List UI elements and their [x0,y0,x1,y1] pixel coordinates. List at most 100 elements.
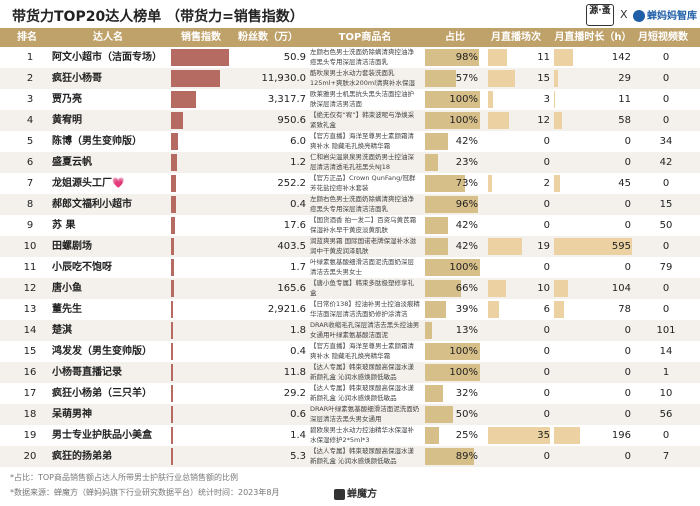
share-label: 100% [449,94,478,105]
live-hours-value: 0 [624,346,631,357]
creator-name: 田螺剧场 [52,241,92,252]
live-sessions-value: 0 [543,262,550,273]
live-sessions-value: 3 [543,94,550,105]
header-sales-index: 销售指数 [181,32,221,43]
live-hours-value: 142 [611,52,631,63]
creator-name: 盛夏云帆 [52,157,92,168]
share-bar [425,343,480,360]
share-label: 50% [455,409,478,420]
top-product-name: 【绝无仅有“宥”】韩束波呢与净焕采紧致礼盒 [310,111,415,129]
rank-cell: 17 [23,388,37,399]
rank-cell: 9 [26,220,34,231]
footnote-share: *占比：TOP商品销售额占达人所带男士护肤行业总销售额的比例 [10,473,239,482]
fans-cell: 6.0 [290,136,306,147]
live-hours-bar [554,112,562,129]
rank-cell: 1 [26,52,34,63]
fans-cell: 11,930.0 [261,73,306,84]
creator-name: 小杨哥直播记录 [52,367,122,378]
fans-cell: 1.7 [290,262,306,273]
share-bar [425,364,480,381]
fans-cell: 2,921.6 [267,304,306,315]
videos-value: 0 [662,94,670,105]
live-hours-value: 0 [624,325,631,336]
share-bar [425,385,443,402]
creator-name: 龙姐源头工厂💗 [52,178,125,189]
videos-value: 0 [662,283,670,294]
share-bar [425,238,449,255]
chanmama-logo: 蝉妈妈智库 [633,7,697,22]
live-sessions-value: 12 [537,115,550,126]
share-bar [425,133,449,150]
table-row: 8 郝郎文福利小超市 0.4 左颜右色男士洗面奶除螨清爽控油净痘黑头专用深层清洁洁面乳… [0,194,700,215]
creator-name: 董先生 [52,304,82,315]
live-sessions-value: 6 [543,304,550,315]
videos-value: 0 [662,115,670,126]
live-sessions-value: 0 [543,325,550,336]
live-sessions-value: 0 [543,451,550,462]
sales-index-bar [171,154,177,171]
live-hours-value: 0 [624,409,631,420]
live-hours-bar [554,427,580,444]
live-hours-value: 0 [624,388,631,399]
share-label: 42% [455,241,478,252]
share-label: 39% [455,304,478,315]
sales-index-bar [171,196,176,213]
fans-cell: 11.8 [283,367,306,378]
live-sessions-bar [488,301,499,318]
share-label: 100% [449,262,478,273]
fans-cell: 50.9 [283,52,306,63]
table-row: 20 疯狂的扬弟弟 5.3 【达人专属】韩束玻尿酸高保湿水漾新颜礼盒 沁润水感焕颜低敏… [0,446,700,467]
fans-cell: 252.2 [277,178,306,189]
table-row: 5 陈博（男生变帅版） 6.0 【官方直播】海洋至尊男士素颜霜清爽补水 隐藏毛孔焕亮精… [0,131,700,152]
live-sessions-value: 10 [537,283,550,294]
videos-value: 101 [656,325,676,336]
sales-index-bar [171,217,176,234]
top-product-name: 【达人专属】韩束玻尿酸高保湿水漾新颜礼盒 沁润水感焕颜低敏品 [310,363,414,381]
sales-index-bar [171,448,173,465]
fans-cell: 1.2 [290,157,306,168]
table-row: 18 呆萌男神 0.6 DRAR叶绿素氨基酸细滑洁面泥洗面奶深层清洁去黑头男女通用 50… [0,404,700,425]
live-hours-value: 0 [624,157,631,168]
share-label: 100% [449,346,478,357]
share-bar [425,301,447,318]
live-sessions-bar [488,280,506,297]
rank-cell: 20 [23,451,37,462]
creator-name: 疯狂小杨哥 [52,73,102,84]
sales-index-bar [171,70,220,87]
live-hours-bar [554,238,632,255]
live-sessions-value: 0 [543,409,550,420]
videos-value: 0 [662,73,670,84]
live-hours-value: 29 [618,73,631,84]
logo-cross: X [620,8,628,21]
live-sessions-bar [488,70,515,87]
live-hours-value: 45 [618,178,631,189]
live-hours-bar [554,280,568,297]
fans-cell: 0.4 [290,346,306,357]
table-row: 17 疯狂小杨弟（三只羊） 29.2 【达人专属】韩束玻尿酸高保湿水漾新颜礼盒 沁润水… [0,383,700,404]
videos-value: 42 [659,157,673,168]
top-product-name: 【唐小鱼专属】韩束多肽极塑修享礼盒 [310,279,414,297]
creator-name: 呆萌男神 [52,409,92,420]
live-hours-value: 0 [624,136,631,147]
live-hours-value: 595 [611,241,631,252]
chanmofang-logo-icon [334,488,345,500]
live-sessions-value: 19 [537,241,550,252]
sales-index-bar [171,364,173,381]
share-label: 73% [455,178,478,189]
table-row: 16 小杨哥直播记录 11.8 【达人专属】韩束玻尿酸高保湿水漾新颜礼盒 沁润水感焕颜… [0,362,700,383]
live-sessions-value: 2 [543,178,550,189]
table-row: 7 龙姐源头工厂💗 252.2 【官方正品】Crown QunFang/冠群芳花盐控痘… [0,173,700,194]
live-hours-value: 104 [611,283,631,294]
creator-name: 疯狂的扬弟弟 [52,451,112,462]
sales-index-bar [171,322,174,339]
live-hours-value: 0 [624,367,631,378]
table-row: 10 田螺剧场 403.5 润蓝爽男霜 国际国诺老牌保湿补水滋润中干黄皮润泽肌肤 42%… [0,236,700,257]
videos-value: 34 [659,136,673,147]
sales-index-bar [171,301,174,318]
live-hours-bar [554,175,560,192]
table-row: 11 小辰吃不饱呀 1.7 叶绿素氨基酸细滑洁面泥洗面奶深层清洁去黑头男女士 100% 0… [0,257,700,278]
top-product-name: 左颜右色男士洗面奶除螨清爽控油净痘黑头专用深层清洁洁面乳 [310,195,414,213]
share-bar [425,112,480,129]
share-label: 100% [449,115,478,126]
header-name: 达人名 [93,32,123,43]
